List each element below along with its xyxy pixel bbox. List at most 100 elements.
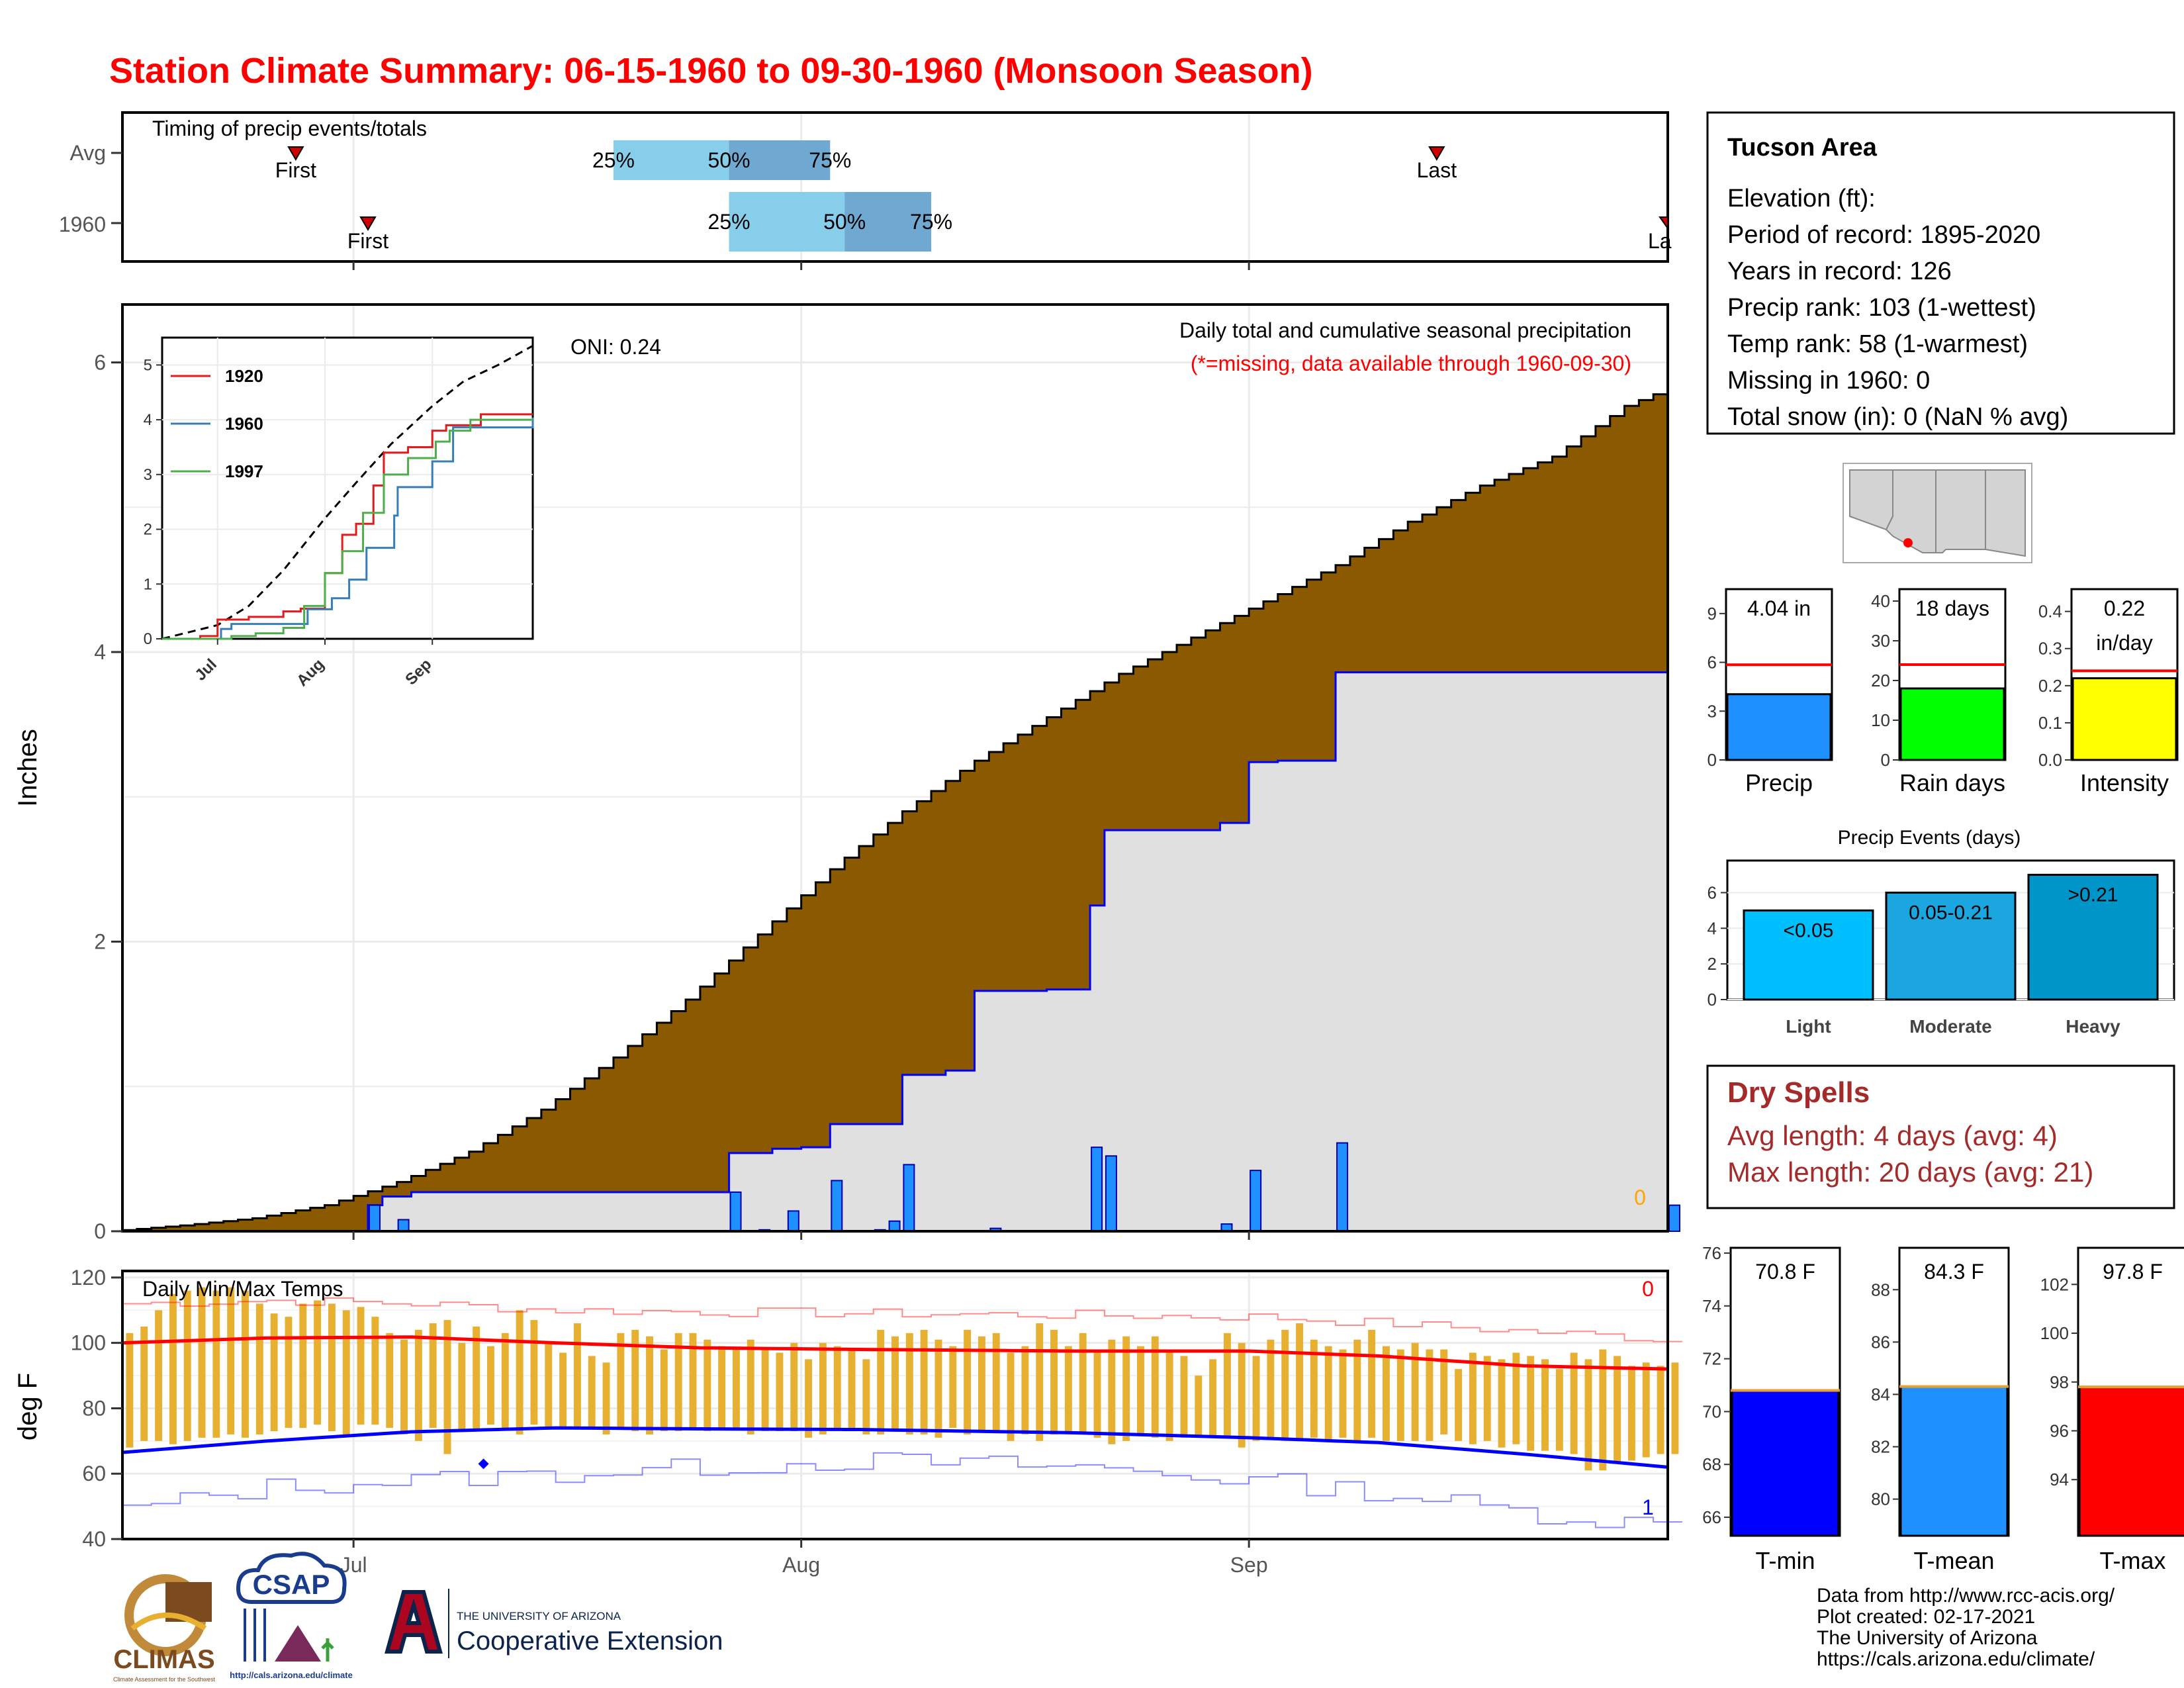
- station-line: Total snow (in): 0 (NaN % avg): [1727, 403, 2068, 431]
- daily-temp-range-bar: [1642, 1362, 1650, 1458]
- avg-cumulative-line: [121, 393, 1668, 1231]
- year-first-label: First: [347, 229, 388, 253]
- precip-y-tick-label: 9: [1707, 604, 1717, 624]
- daily-precip-bar: [729, 1191, 742, 1232]
- daily-temp-range-bar: [833, 1346, 841, 1429]
- inset-y-tick-label: 1: [144, 575, 152, 593]
- event-bar-label: Light: [1786, 1016, 1831, 1037]
- daily-temp-range-bar: [934, 1339, 942, 1438]
- precip-ylabel: Inches: [13, 729, 42, 807]
- daily-temp-range-bar: [1599, 1349, 1607, 1471]
- daily-temp-range-bar: [386, 1333, 394, 1429]
- map-state-east: [1985, 469, 2026, 557]
- daily-temp-range-bar: [429, 1323, 437, 1429]
- daily-temp-range-bar: [718, 1346, 726, 1429]
- intensity-y-tick-label: 0.1: [2038, 713, 2062, 733]
- year-last-marker-icon: [1659, 216, 1668, 231]
- daily-temp-range-bar: [458, 1342, 466, 1432]
- climas-subtext: Climate Assessment for the Southwest: [113, 1676, 216, 1683]
- dry-spells-max: Max length: 20 days (avg: 21): [1727, 1156, 2093, 1188]
- temp-panel: 40 60 80 100 120 Jul Aug Sep deg F Daily Min/Ma…: [13, 1266, 1682, 1577]
- daily-temp-range-bar: [1339, 1349, 1347, 1438]
- daily-temp-range-bar: [1396, 1349, 1404, 1441]
- daily-temp-range-bar: [400, 1339, 408, 1434]
- daily-temp-range-bar: [1455, 1369, 1463, 1441]
- year-cumulative-line: [122, 646, 1669, 1233]
- daily-temp-range-bar: [1122, 1336, 1130, 1441]
- coop-extension-text: Cooperative Extension: [457, 1626, 723, 1656]
- precip-missing-count: 0: [1634, 1186, 1646, 1209]
- inset-legend-label: 1960: [225, 414, 263, 434]
- daily-temp-range-bar: [1310, 1339, 1318, 1438]
- daily-temp-range-bar: [1657, 1366, 1664, 1454]
- tmin-y-tick-label: 70: [1702, 1401, 1721, 1421]
- tmax-y-tick-label: 94: [2050, 1470, 2069, 1489]
- tmean-y-tick-label: 86: [1871, 1332, 1890, 1352]
- intensity-value-label: 0.22: [2104, 596, 2145, 620]
- tmin-y-tick-label: 76: [1702, 1243, 1721, 1263]
- daily-temp-range-bar: [1007, 1352, 1015, 1441]
- inset-y-tick-label: 0: [144, 630, 152, 648]
- daily-temp-range-bar: [155, 1310, 163, 1441]
- precip-panel: 0 2 4 6 Inches Daily total and cumulative s…: [13, 303, 1680, 1243]
- daily-temp-range-bar: [1614, 1356, 1621, 1464]
- rain-days-y-tick-label: 10: [1871, 710, 1890, 730]
- daily-temp-range-bar: [1383, 1346, 1390, 1441]
- inset-y-tick-label: 2: [144, 521, 152, 539]
- station-line: Temp rank: 58 (1-warmest): [1727, 330, 2028, 358]
- event-bar-text: 0.05-0.21: [1909, 902, 1993, 923]
- tmean-y-tick-label: 88: [1871, 1280, 1890, 1299]
- daily-temp-range-bar: [212, 1290, 220, 1438]
- daily-precip-bar: [831, 1180, 843, 1232]
- tmin-y-tick-label: 74: [1702, 1296, 1721, 1316]
- year-pct-label: 25%: [708, 210, 751, 234]
- year-last-label: La: [1648, 229, 1672, 253]
- tmean-y-tick-label: 80: [1871, 1489, 1890, 1509]
- precip-events-chart: Precip Events (days) <0.05 Light 0.05-0.21…: [1707, 827, 2175, 1037]
- temp-y-tick-label: 100: [71, 1331, 106, 1355]
- daily-temp-range-bar: [487, 1346, 494, 1425]
- intensity-y-tick-label: 0.3: [2038, 639, 2062, 659]
- footer-line-1: Data from http://www.rcc-acis.org/: [1817, 1585, 2115, 1607]
- daily-temp-range-bar: [183, 1290, 191, 1441]
- daily-temp-range-bar: [1036, 1323, 1044, 1441]
- daily-temp-range-bar: [660, 1349, 668, 1432]
- daily-temp-range-bar: [1209, 1359, 1217, 1438]
- event-bar-text: <0.05: [1784, 919, 1834, 941]
- daily-temp-range-bar: [1238, 1342, 1246, 1448]
- avg-min-line: [122, 1426, 1668, 1469]
- daily-temp-range-bar: [1570, 1352, 1578, 1454]
- station-line: Period of record: 1895-2020: [1727, 221, 2040, 249]
- events-y-tick-label: 6: [1707, 882, 1717, 902]
- daily-precip-bar: [368, 1204, 381, 1232]
- daily-temp-range-bar: [819, 1342, 827, 1434]
- csap-cactus-icon: [321, 1638, 334, 1662]
- event-bar-label: Heavy: [2066, 1016, 2120, 1037]
- avg-pct-label: 25%: [592, 148, 635, 172]
- inset-series-1997-line: [162, 418, 533, 640]
- climas-logo: CLIMAS Climate Assessment for the Southw…: [113, 1574, 216, 1683]
- daily-temp-range-bar: [1671, 1362, 1679, 1454]
- daily-temp-range-bar: [342, 1310, 350, 1434]
- year-cumulative-area: [122, 646, 1668, 1231]
- ua-name: THE UNIVERSITY OF ARIZONA: [457, 1610, 621, 1622]
- event-bar-light: [1743, 909, 1874, 1001]
- daily-temp-range-bar: [1627, 1366, 1635, 1461]
- daily-temp-range-bar: [848, 1349, 856, 1432]
- daily-temp-range-bar: [1324, 1346, 1332, 1441]
- daily-temp-range-bar: [1252, 1356, 1260, 1441]
- daily-temp-range-bar: [270, 1313, 278, 1432]
- station-info: Tucson Area Elevation (ft): Period of rec…: [1706, 111, 2175, 435]
- daily-temp-range-bar: [1108, 1339, 1116, 1444]
- year-p25-p50-bar: [729, 192, 845, 252]
- inset-avg-line: [161, 345, 533, 640]
- daily-temp-range-bar: [530, 1320, 538, 1425]
- daily-precip-bar: [888, 1220, 901, 1232]
- tmin-value-label: 70.8 F: [1755, 1260, 1815, 1284]
- avg-p25-p50-bar: [613, 140, 729, 180]
- daily-temp-range-bar: [314, 1300, 322, 1425]
- dry-spells: Dry Spells Avg length: 4 days (avg: 4) M…: [1706, 1064, 2175, 1209]
- daily-temp-range-bar: [689, 1333, 697, 1429]
- rain-days-y-tick-label: 20: [1871, 671, 1890, 690]
- daily-precip-bar: [903, 1164, 915, 1232]
